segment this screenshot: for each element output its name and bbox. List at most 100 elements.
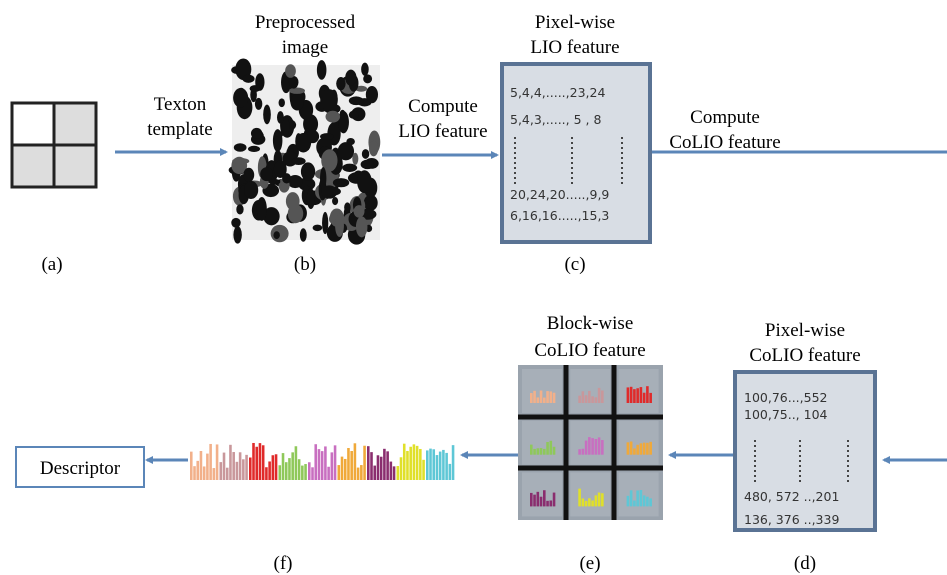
hist-bar <box>377 455 380 480</box>
hist-bar <box>360 465 363 480</box>
hist-bar <box>630 387 633 403</box>
texture-blob <box>231 218 240 228</box>
texture-blob <box>279 98 285 107</box>
hist-bar <box>279 465 282 480</box>
hist-bar <box>449 464 452 480</box>
texture-blob <box>349 111 359 119</box>
texture-blob <box>332 197 338 205</box>
hist-bar <box>245 455 248 480</box>
hist-bar <box>383 449 386 480</box>
hist-bar <box>226 468 229 480</box>
hist-bar <box>582 498 585 506</box>
feature-row: 136, 376 ..,339 <box>744 512 839 527</box>
hist-bar <box>537 492 540 507</box>
step-title: CoLIO feature <box>534 340 645 361</box>
feature-row: 5,4,3,....., 5 , 8 <box>510 112 601 127</box>
texture-blob <box>233 226 241 244</box>
block-grid <box>518 365 663 520</box>
hist-bar <box>318 449 321 480</box>
hist-bar <box>546 442 549 455</box>
step-title: image <box>282 37 328 58</box>
texture-blob <box>282 173 291 183</box>
texture-blob <box>277 111 284 124</box>
hist-bar <box>543 398 546 403</box>
hist-bar <box>380 457 383 480</box>
hist-bar <box>416 446 419 480</box>
hist-bar <box>229 445 232 480</box>
hist-bar <box>291 452 294 480</box>
hist-bar <box>643 495 646 506</box>
hist-bar <box>595 397 598 403</box>
hist-bar <box>331 452 334 480</box>
texture-blob <box>296 133 311 152</box>
hist-bar <box>259 443 262 480</box>
block-cell <box>570 472 610 516</box>
hist-bar <box>530 493 533 506</box>
texture-blob <box>342 164 357 172</box>
hist-bar <box>627 442 630 454</box>
hist-bar <box>543 449 546 455</box>
arrow-label: CoLIO feature <box>669 132 780 153</box>
hist-bar <box>643 443 646 455</box>
hist-bar <box>553 447 556 455</box>
hist-bar <box>413 444 416 480</box>
hist-bar <box>390 462 393 480</box>
hist-bar <box>272 455 275 480</box>
hist-bar <box>190 452 193 480</box>
hist-bar <box>298 459 301 480</box>
texture-blob <box>317 60 327 80</box>
hist-bar <box>344 459 347 480</box>
hist-bar <box>649 442 652 455</box>
hist-bar <box>585 395 588 403</box>
step-title: Block-wise <box>547 313 634 334</box>
texture-blob <box>361 63 369 76</box>
hist-bar <box>209 444 212 480</box>
hist-bar <box>633 448 636 454</box>
step-label: (a) <box>41 254 62 275</box>
hist-bar <box>223 453 226 480</box>
hist-bar <box>537 397 540 403</box>
texture-blob <box>344 202 351 212</box>
texture-blob <box>242 75 254 83</box>
texture-blob <box>269 179 281 185</box>
hist-bar <box>288 458 291 480</box>
hist-bar <box>578 449 581 454</box>
step-label: (e) <box>579 553 600 574</box>
step-title: Pixel-wise <box>535 12 615 33</box>
hist-bar <box>588 498 591 506</box>
texture-blob <box>292 157 306 165</box>
texture-blob <box>354 205 365 217</box>
hist-bar <box>439 452 442 480</box>
hist-bar <box>311 467 314 480</box>
hist-bar <box>578 489 581 507</box>
hist-bar <box>640 490 643 506</box>
hist-bar <box>403 444 406 480</box>
arrow-label: template <box>147 119 212 140</box>
texture-blob <box>349 96 364 105</box>
hist-bar <box>646 497 649 507</box>
texture-blob <box>273 231 279 239</box>
hist-bar <box>636 388 639 403</box>
texture-blob <box>300 228 307 241</box>
texture-blob <box>335 214 344 237</box>
texture-blob <box>363 74 372 83</box>
step-title: Pixel-wise <box>765 320 845 341</box>
hist-bar <box>582 449 585 455</box>
feature-row: 100,76...,552 <box>744 390 828 405</box>
hist-bar <box>591 396 594 403</box>
texture-blob <box>369 141 378 156</box>
preprocessed-image <box>229 58 381 244</box>
hist-bar <box>550 500 553 506</box>
hist-bar <box>633 389 636 403</box>
texture-blob <box>313 225 323 232</box>
hist-bar <box>295 446 298 480</box>
hist-bar <box>193 466 196 480</box>
hist-bar <box>445 453 448 480</box>
hist-bar <box>327 467 330 480</box>
descriptor-label: Descriptor <box>40 458 121 479</box>
feature-row: 480, 572 ..,201 <box>744 489 839 504</box>
hist-bar <box>255 447 258 480</box>
hist-bar <box>409 447 412 480</box>
hist-bar <box>393 466 396 480</box>
arrow-label: LIO feature <box>398 121 487 142</box>
